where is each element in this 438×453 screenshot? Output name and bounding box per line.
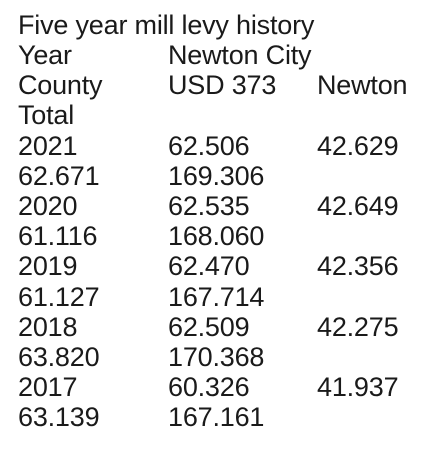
line-cell: 2021	[18, 130, 78, 161]
text-line: 63.139 167.161	[18, 402, 434, 432]
text-line: 2017 60.326 41.937	[18, 372, 434, 402]
line-cell: 2018	[18, 311, 78, 342]
text-line: Total	[18, 100, 434, 130]
document-title: Five year mill levy history	[18, 10, 315, 40]
line-cell: 42.275	[317, 311, 399, 342]
text-line: Year Newton City	[18, 40, 434, 70]
line-cell: USD 373	[168, 70, 277, 101]
line-cell: 42.649	[317, 190, 399, 221]
line-cell: 60.326	[168, 372, 250, 403]
line-cell: 62.509	[168, 311, 250, 342]
line-cell: 42.629	[317, 130, 399, 161]
text-line: 61.127 167.714	[18, 282, 434, 312]
line-cell: 63.139	[18, 402, 100, 433]
text-line: 63.820 170.368	[18, 342, 434, 372]
line-cell: 167.714	[168, 281, 265, 312]
line-cell: 2017	[18, 372, 78, 403]
line-cell: 62.470	[168, 251, 250, 282]
line-cell: Total	[18, 100, 75, 131]
line-cell: Newton City	[168, 40, 312, 70]
line-cell: 42.356	[317, 251, 399, 282]
line-cell: 62.506	[168, 130, 250, 161]
levy-lines: Year Newton City County USD 373 Newton Total 2…	[18, 40, 434, 432]
line-cell: 61.127	[18, 281, 100, 312]
line-cell: County	[18, 70, 103, 101]
line-cell: 61.116	[18, 221, 98, 252]
line-cell: Year	[18, 40, 72, 70]
line-cell: 41.937	[317, 372, 399, 403]
line-cell: 2020	[18, 190, 78, 221]
text-line: 2021 62.506 42.629	[18, 131, 434, 161]
line-cell: 62.671	[18, 160, 100, 191]
text-line: 62.671 169.306	[18, 161, 434, 191]
text-line: County USD 373 Newton	[18, 70, 434, 100]
line-cell: 170.368	[168, 341, 265, 372]
line-cell: 167.161	[168, 402, 265, 433]
text-line: 61.116 168.060	[18, 221, 434, 251]
line-cell: 63.820	[18, 341, 100, 372]
text-line: 2018 62.509 42.275	[18, 312, 434, 342]
mill-levy-document: Five year mill levy history Year Newton C…	[18, 10, 434, 432]
line-cell: 168.060	[168, 221, 265, 252]
text-line: 2020 62.535 42.649	[18, 191, 434, 221]
line-cell: Newton	[317, 70, 408, 101]
line-cell: 2019	[18, 251, 78, 282]
text-line: 2019 62.470 42.356	[18, 251, 434, 281]
line-cell: 62.535	[168, 190, 250, 221]
line-cell: 169.306	[168, 160, 265, 191]
